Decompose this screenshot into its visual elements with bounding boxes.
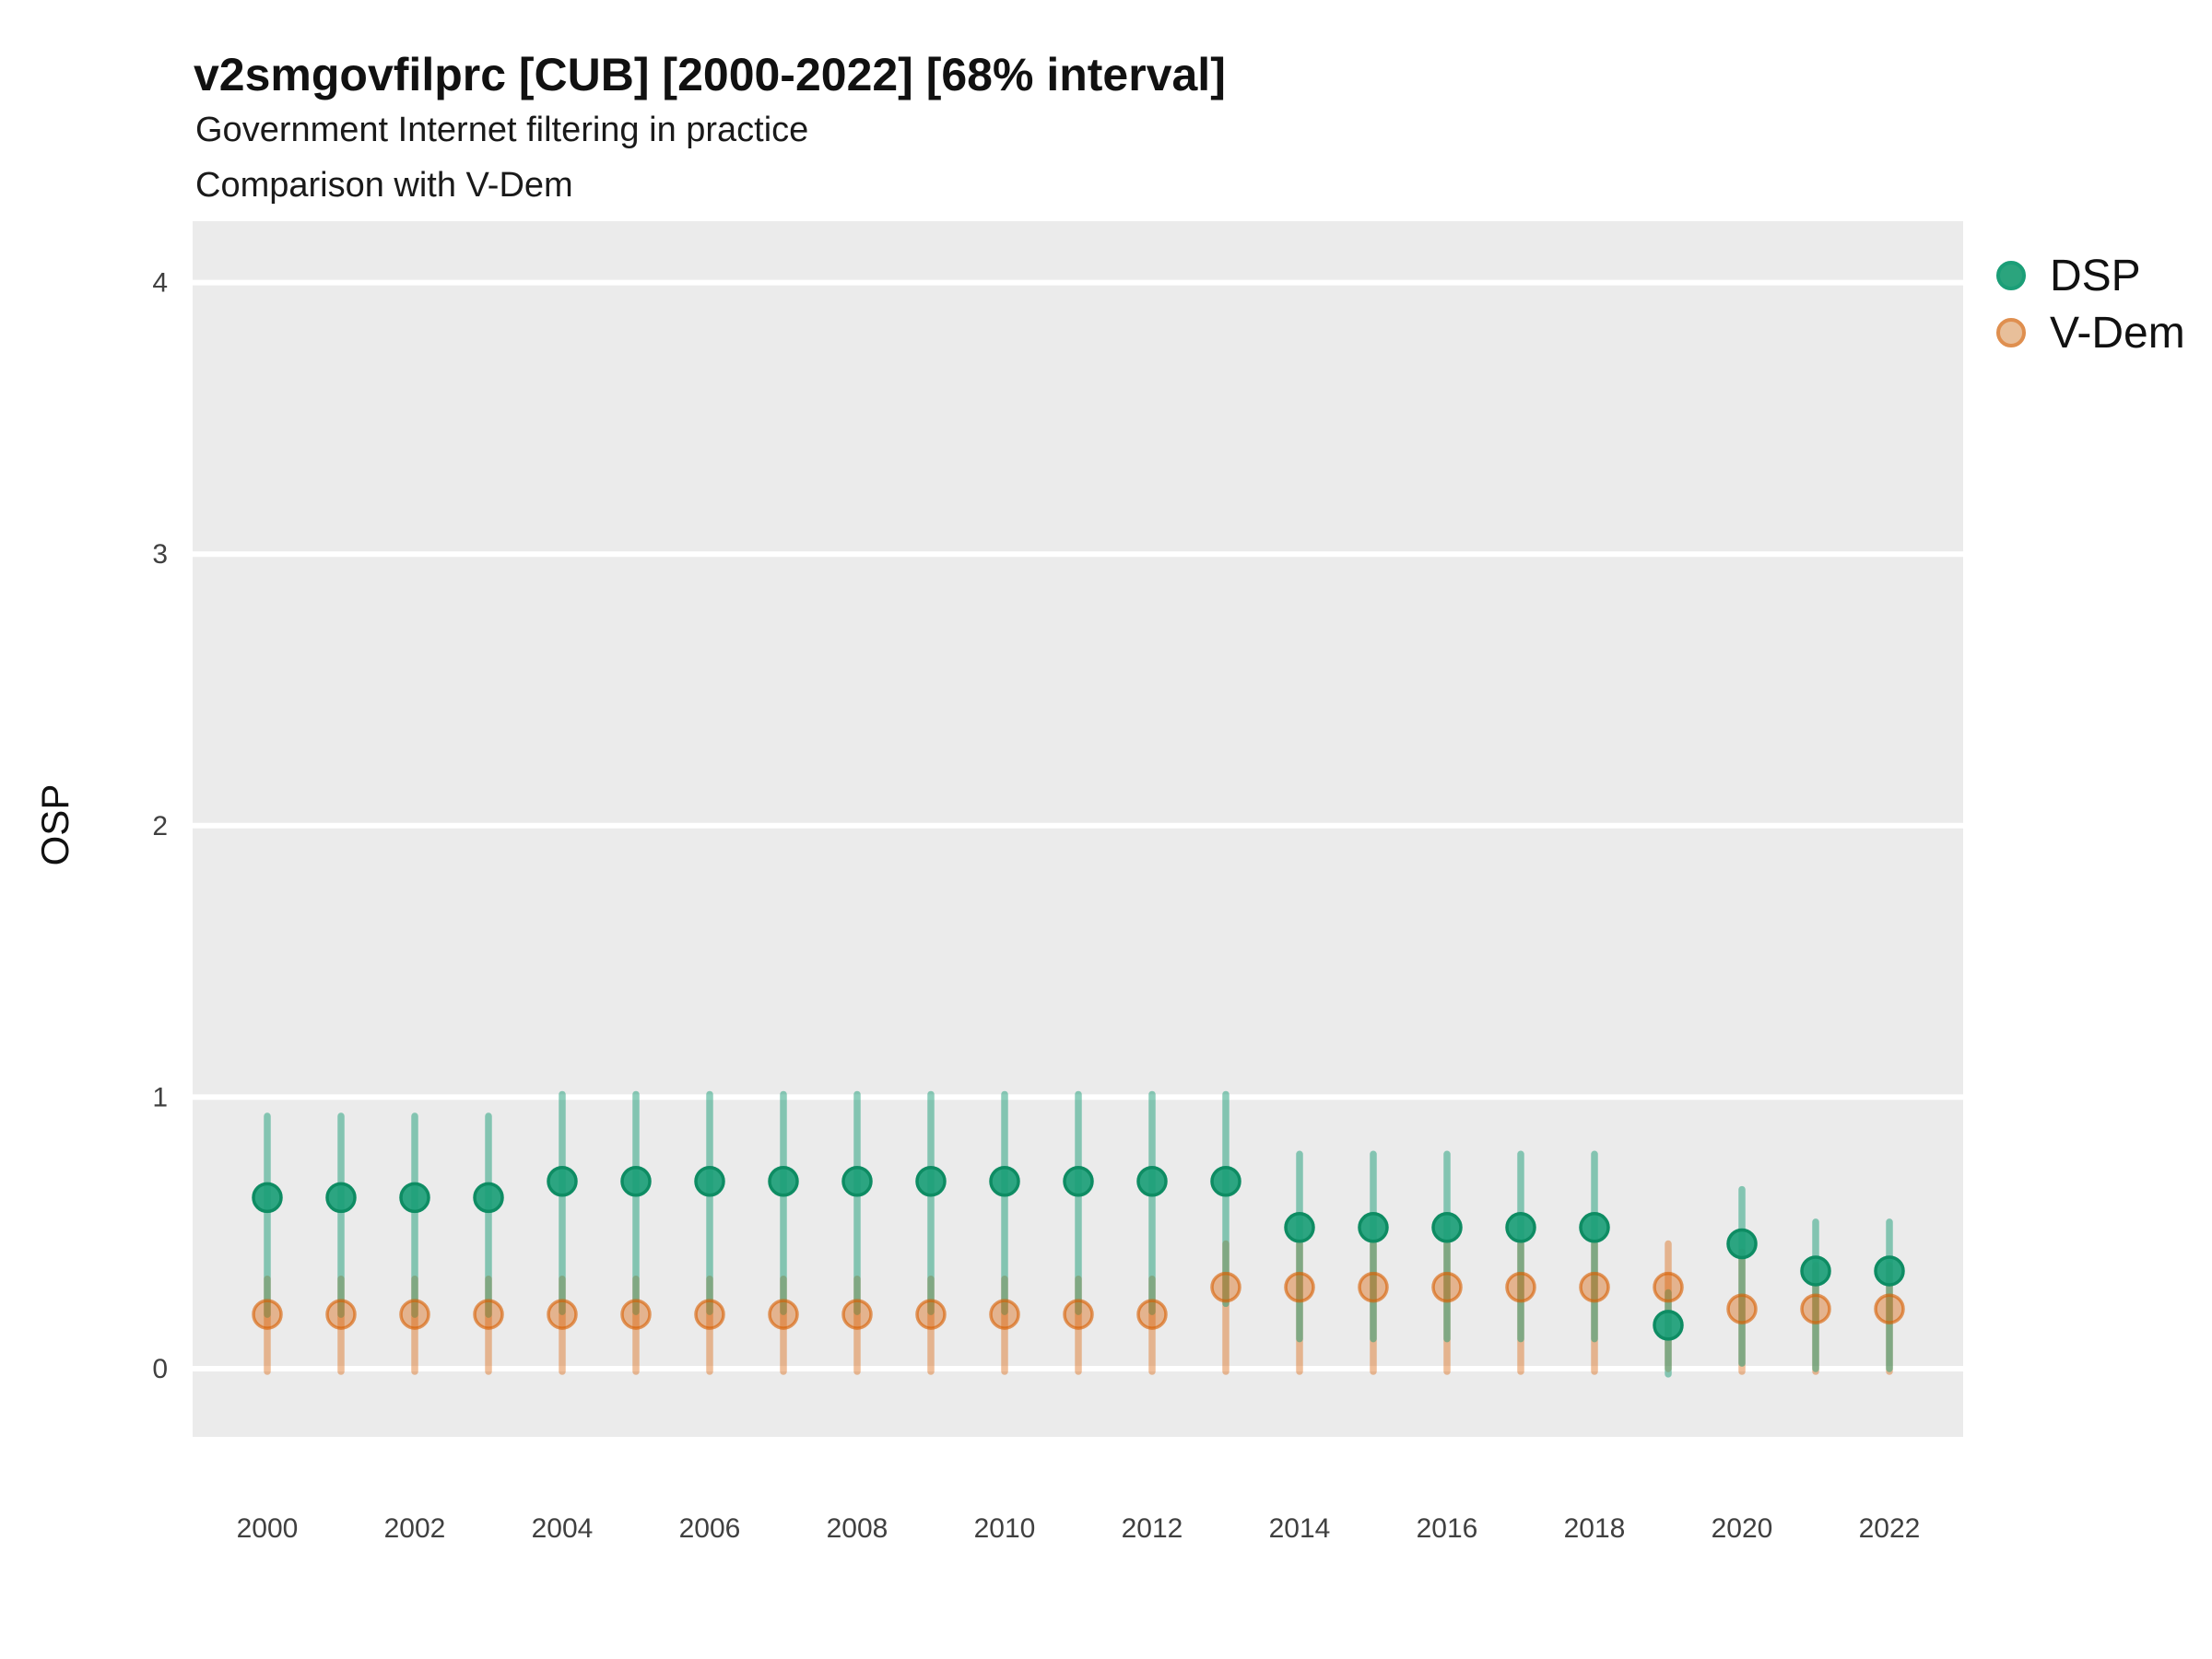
dsp-point <box>1358 1212 1389 1243</box>
vdem-point <box>547 1299 578 1330</box>
dsp-point <box>1431 1212 1463 1243</box>
dsp-point <box>694 1165 725 1197</box>
x-tick-label: 2002 <box>384 1513 446 1544</box>
legend: DSP V-Dem <box>1996 247 2185 361</box>
x-tick-label: 2008 <box>827 1513 888 1544</box>
dsp-point <box>1874 1255 1905 1287</box>
chart-title: v2smgovfilprc [CUB] [2000-2022] [68% int… <box>194 49 1226 100</box>
dsp-point <box>547 1165 578 1197</box>
x-tick-label: 2018 <box>1564 1513 1626 1544</box>
dsp-legend-marker-icon <box>1996 261 2026 290</box>
dsp-point <box>1210 1165 1241 1197</box>
dsp-point <box>473 1182 504 1214</box>
vdem-point <box>473 1299 504 1330</box>
vdem-legend-label: V-Dem <box>2050 308 2185 358</box>
y-tick-label: 2 <box>152 811 168 841</box>
vdem-point <box>1874 1293 1905 1324</box>
vdem-point <box>694 1299 725 1330</box>
vdem-point <box>1136 1299 1168 1330</box>
dsp-point <box>325 1182 357 1214</box>
dsp-point <box>1284 1212 1315 1243</box>
x-tick-label: 2022 <box>1859 1513 1921 1544</box>
vdem-point <box>1431 1271 1463 1303</box>
vdem-point <box>1800 1293 1831 1324</box>
dsp-point <box>399 1182 430 1214</box>
x-tick-label: 2006 <box>679 1513 741 1544</box>
vdem-point <box>399 1299 430 1330</box>
dsp-point <box>1505 1212 1536 1243</box>
vdem-point <box>989 1299 1020 1330</box>
dsp-point <box>1579 1212 1610 1243</box>
vdem-point <box>1653 1271 1684 1303</box>
vdem-point <box>1284 1271 1315 1303</box>
legend-item-dsp: DSP <box>1996 247 2185 304</box>
vdem-point <box>1358 1271 1389 1303</box>
vdem-point <box>325 1299 357 1330</box>
chart-subtitle-comparison: Comparison with V-Dem <box>195 166 573 205</box>
x-tick-label: 2016 <box>1417 1513 1478 1544</box>
dsp-point <box>1653 1310 1684 1341</box>
dsp-point <box>915 1165 947 1197</box>
dsp-point <box>841 1165 873 1197</box>
x-tick-label: 2012 <box>1122 1513 1183 1544</box>
x-tick-label: 2010 <box>974 1513 1036 1544</box>
y-tick-label: 1 <box>152 1082 168 1112</box>
dsp-point <box>252 1182 283 1214</box>
vdem-point <box>252 1299 283 1330</box>
dsp-point <box>1063 1165 1094 1197</box>
vdem-point <box>841 1299 873 1330</box>
y-tick-label: 3 <box>152 539 168 570</box>
vdem-point <box>915 1299 947 1330</box>
dsp-point <box>620 1165 652 1197</box>
vdem-point <box>1063 1299 1094 1330</box>
x-tick-label: 2004 <box>532 1513 594 1544</box>
dsp-point <box>1726 1228 1758 1260</box>
vdem-point <box>1726 1293 1758 1324</box>
dsp-legend-label: DSP <box>2050 251 2141 300</box>
y-tick-label: 0 <box>152 1354 168 1384</box>
chart-subtitle: Government Internet filtering in practic… <box>195 111 809 149</box>
x-tick-label: 2014 <box>1269 1513 1331 1544</box>
vdem-point <box>768 1299 799 1330</box>
vdem-point <box>1579 1271 1610 1303</box>
dsp-point <box>768 1165 799 1197</box>
y-axis-title: OSP <box>33 783 76 866</box>
x-tick-label: 2000 <box>237 1513 299 1544</box>
legend-item-vdem: V-Dem <box>1996 304 2185 361</box>
dsp-point <box>989 1165 1020 1197</box>
vdem-point <box>1505 1271 1536 1303</box>
vdem-point <box>1210 1271 1241 1303</box>
y-tick-label: 4 <box>152 268 168 299</box>
x-tick-label: 2020 <box>1712 1513 1773 1544</box>
vdem-point <box>620 1299 652 1330</box>
vdem-legend-marker-icon <box>1996 318 2026 347</box>
dsp-point <box>1800 1255 1831 1287</box>
dsp-point <box>1136 1165 1168 1197</box>
